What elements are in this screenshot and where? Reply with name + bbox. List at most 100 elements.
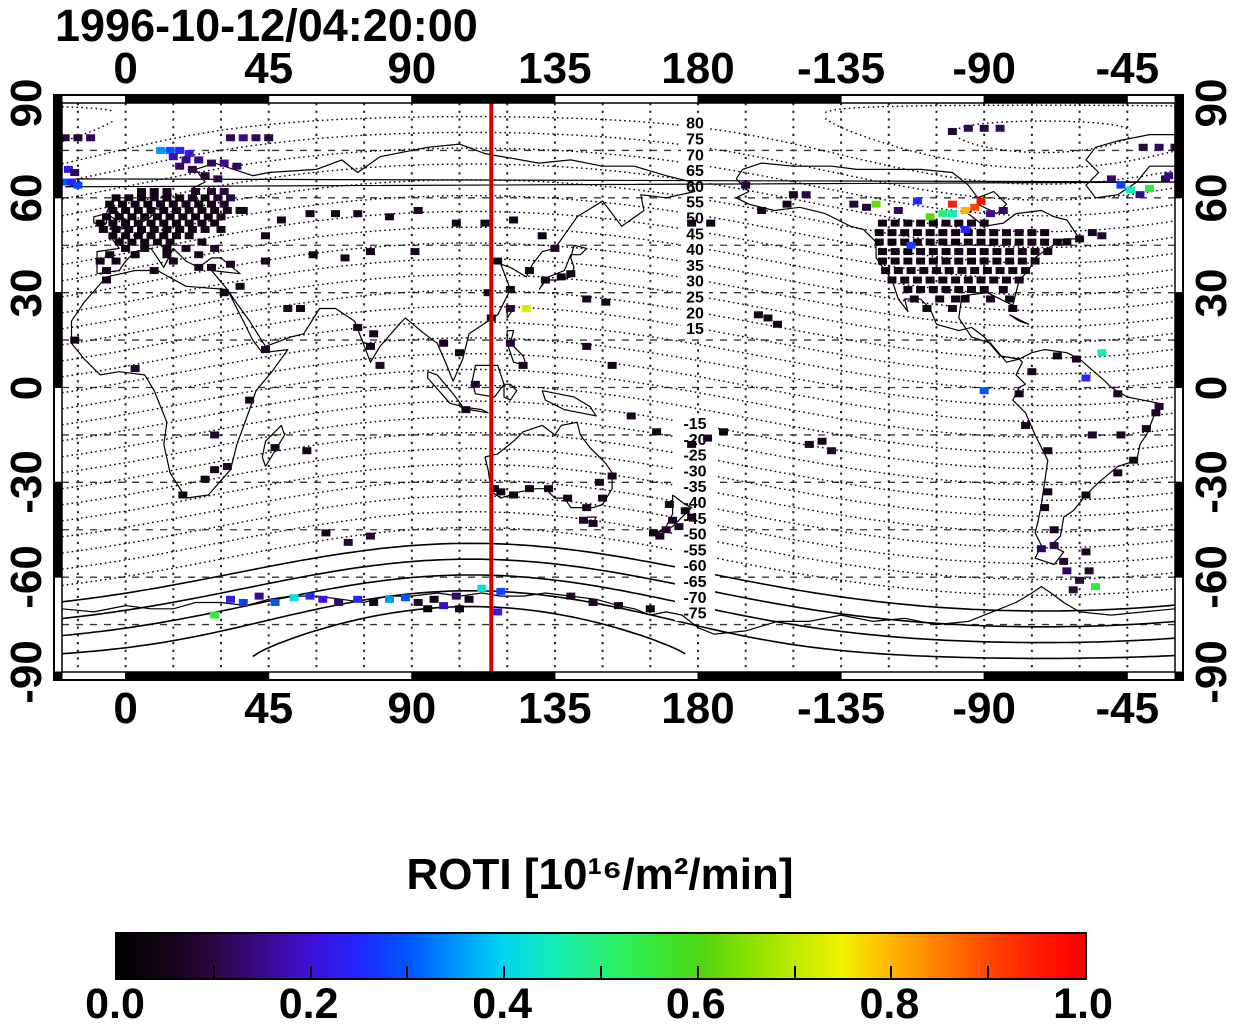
- roti-measurement: [1087, 229, 1097, 237]
- contour-label: -35: [683, 479, 706, 496]
- roti-measurement: [206, 200, 216, 208]
- contour-label-mask: [681, 178, 709, 195]
- roti-measurement: [648, 529, 658, 537]
- roti-measurement: [226, 194, 236, 202]
- roti-measurement: [877, 219, 887, 227]
- roti-measurement: [703, 434, 713, 442]
- roti-measurement: [146, 232, 156, 240]
- contour-label: 15: [686, 321, 704, 338]
- roti-measurement: [788, 191, 798, 199]
- roti-measurement: [817, 437, 827, 445]
- contour-label-mask: [675, 526, 715, 543]
- colorbar-title: ROTI [10¹⁶/m²/min]: [406, 850, 794, 899]
- roti-measurement: [226, 260, 236, 268]
- roti-measurement: [483, 289, 493, 297]
- roti-measurement: [191, 213, 201, 221]
- roti-measurement: [579, 516, 589, 524]
- roti-measurement: [588, 519, 598, 527]
- roti-measurement: [976, 276, 986, 284]
- map-frame: [53, 94, 1184, 681]
- roti-measurement: [194, 263, 204, 271]
- roti-measurement: [168, 153, 178, 161]
- local-time-meridian-line: [489, 103, 494, 672]
- roti-measurement: [385, 213, 395, 221]
- roti-measurement: [493, 608, 503, 616]
- contour-label: 60: [686, 179, 704, 196]
- roti-measurement: [652, 428, 662, 436]
- roti-measurement: [938, 229, 948, 237]
- roti-measurement: [928, 286, 938, 294]
- roti-measurement: [270, 598, 280, 606]
- roti-measurement: [524, 485, 534, 493]
- colorbar-minor-tick: [987, 966, 990, 978]
- roti-measurement: [340, 254, 350, 262]
- roti-measurement: [979, 286, 989, 294]
- roti-measurement: [998, 206, 1008, 214]
- roti-measurement: [1062, 238, 1072, 246]
- roti-measurement: [1001, 238, 1011, 246]
- roti-measurement: [1087, 431, 1097, 439]
- roti-measurement: [365, 248, 375, 256]
- roti-measurement: [518, 361, 528, 369]
- roti-measurement: [1151, 409, 1161, 417]
- roti-measurement: [976, 238, 986, 246]
- roti-measurement: [1027, 238, 1037, 246]
- roti-measurement: [903, 286, 913, 294]
- roti-measurement: [470, 380, 480, 388]
- roti-measurement: [912, 229, 922, 237]
- roti-measurement: [1017, 248, 1027, 256]
- roti-measurement: [773, 320, 782, 328]
- lon-tick-label-bottom: -45: [1095, 684, 1160, 733]
- roti-measurement: [594, 478, 604, 486]
- contour-label: 65: [686, 163, 704, 180]
- roti-measurement: [187, 165, 197, 173]
- roti-measurement: [550, 244, 560, 252]
- roti-measurement: [874, 229, 884, 237]
- roti-measurement: [1141, 425, 1151, 433]
- roti-measurement: [369, 598, 379, 606]
- roti-measurement: [1014, 276, 1024, 284]
- roti-measurement: [187, 225, 197, 233]
- roti-measurement: [200, 172, 210, 180]
- roti-measurement: [763, 314, 773, 322]
- roti-measurement: [928, 219, 938, 227]
- roti-measurement: [191, 188, 201, 196]
- roti-measurement: [982, 267, 992, 275]
- roti-measurement: [439, 339, 449, 347]
- roti-measurement: [1075, 235, 1085, 243]
- roti-measurement: [108, 206, 118, 214]
- roti-measurement: [941, 286, 951, 294]
- roti-measurement: [741, 181, 751, 189]
- roti-measurement: [95, 219, 105, 227]
- roti-measurement: [73, 134, 83, 142]
- roti-measurement: [890, 257, 900, 265]
- roti-measurement: [334, 598, 344, 606]
- roti-measurement: [976, 229, 986, 237]
- roti-measurement: [194, 200, 204, 208]
- roti-measurement: [938, 238, 948, 246]
- roti-measurement: [171, 206, 181, 214]
- roti-measurement: [171, 232, 181, 240]
- contour-label-mask: [675, 557, 715, 574]
- roti-measurement: [184, 150, 194, 158]
- roti-measurement: [111, 225, 121, 233]
- roti-measurement: [801, 191, 811, 199]
- contour-label-mask: [675, 589, 715, 606]
- colorbar-minor-tick: [890, 966, 893, 978]
- roti-measurement: [238, 598, 248, 606]
- roti-measurement: [146, 219, 156, 227]
- roti-measurement: [353, 595, 363, 603]
- lon-tick-label-top: -135: [797, 44, 886, 93]
- lon-tick-label-top: -90: [952, 44, 1016, 93]
- roti-measurement: [127, 213, 137, 221]
- lat-tick-label-left: 60: [2, 173, 51, 223]
- contour-label: -30: [683, 463, 706, 480]
- roti-measurement: [1005, 295, 1015, 303]
- roti-measurement: [276, 216, 286, 224]
- roti-measurement: [986, 295, 996, 303]
- lon-tick-label-bottom: 90: [387, 684, 437, 733]
- roti-measurement: [1075, 576, 1085, 584]
- roti-measurement: [645, 605, 655, 613]
- roti-measurement: [928, 257, 938, 265]
- roti-measurement: [903, 257, 913, 265]
